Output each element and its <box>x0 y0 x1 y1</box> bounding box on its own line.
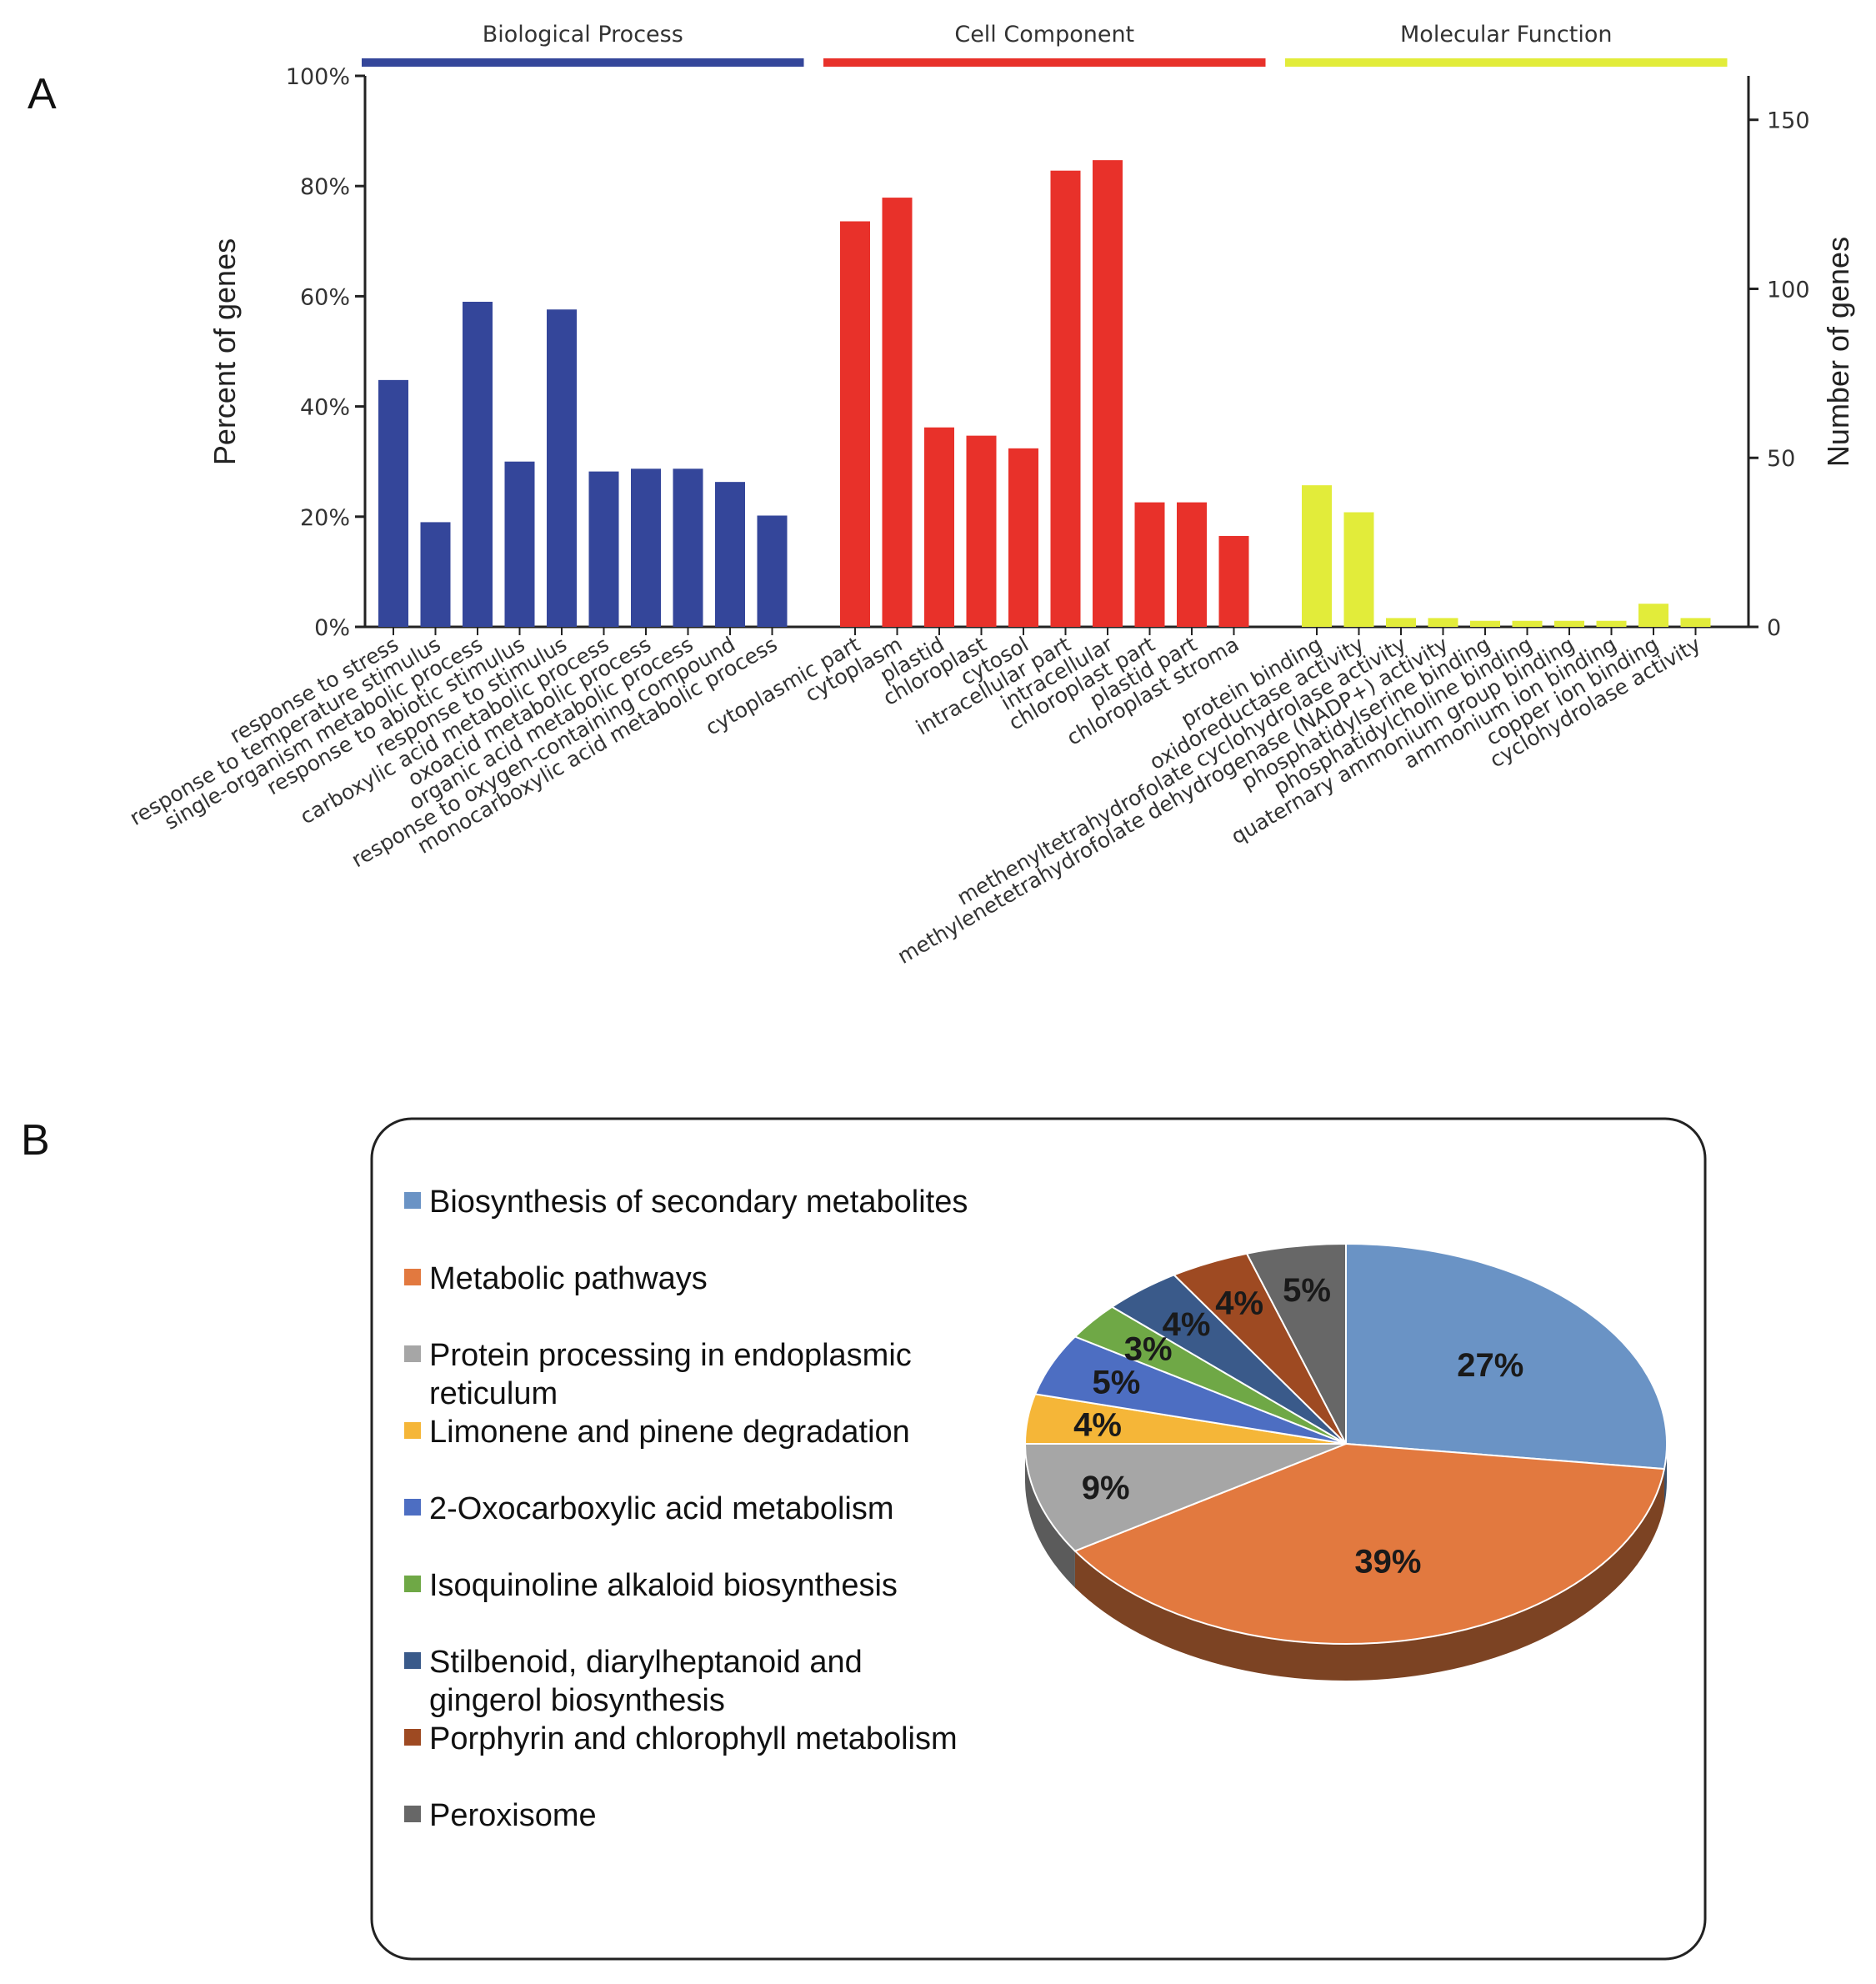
pie-data-label: 3% <box>1124 1330 1173 1367</box>
legend-line: Metabolic pathways <box>429 1261 708 1296</box>
legend-line: gingerol biosynthesis <box>429 1683 725 1718</box>
bar <box>631 468 661 627</box>
pie-slice <box>1073 1442 1666 1645</box>
bar <box>1302 485 1332 627</box>
bar <box>1554 620 1584 627</box>
y-tick-label: 60% <box>300 284 350 310</box>
y-tick-label: 40% <box>300 395 350 421</box>
bar <box>504 461 535 627</box>
legend-line: reticulum <box>429 1376 558 1411</box>
legend-line: Biosynthesis of secondary metabolites <box>429 1185 968 1220</box>
pie-data-label: 27% <box>1457 1347 1523 1384</box>
bar <box>1008 448 1038 627</box>
category-bar <box>1285 58 1728 67</box>
legend-entry: Biosynthesis of secondary metabolites <box>429 1185 968 1220</box>
bar <box>715 482 745 627</box>
pie-data-label: 9% <box>1082 1470 1130 1506</box>
category-bar <box>362 58 804 67</box>
category-title: Cell Component <box>954 22 1134 48</box>
legend-line: Limonene and pinene degradation <box>429 1415 910 1450</box>
legend-entry: Isoquinoline alkaloid biosynthesis <box>429 1568 898 1603</box>
pie-slice <box>1023 1443 1347 1552</box>
bar <box>1596 620 1627 627</box>
legend-swatch <box>404 1422 421 1439</box>
bar <box>378 379 408 627</box>
legend-line: Isoquinoline alkaloid biosynthesis <box>429 1568 898 1603</box>
legend-swatch <box>404 1499 421 1516</box>
pie-slice <box>1345 1242 1668 1470</box>
pie-data-label: 4% <box>1215 1285 1263 1322</box>
legend-entry: Limonene and pinene degradation <box>429 1415 910 1450</box>
go-bar-chart: Percent of genes Number of genes 0% 20% 40… <box>126 22 1855 969</box>
pie-slice-side <box>1025 1444 1075 1588</box>
bar <box>1638 604 1668 627</box>
y-axis-left-title: Percent of genes <box>208 238 242 465</box>
bar <box>840 221 870 627</box>
pie-data-label: 5% <box>1092 1365 1140 1401</box>
legend-line: 2-Oxocarboxylic acid metabolism <box>429 1491 894 1526</box>
y2-tick-label: 100 <box>1767 277 1810 303</box>
legend-swatch <box>404 1576 421 1592</box>
category-title: Biological Process <box>483 22 683 48</box>
y-tick-label: 100% <box>286 64 350 90</box>
legend-line: Peroxisome <box>429 1798 597 1833</box>
bar <box>1386 618 1416 627</box>
legend-entry: Protein processing in endoplasmic reticul… <box>429 1338 912 1411</box>
pie-data-label: 4% <box>1073 1407 1122 1444</box>
category-bar <box>823 58 1266 67</box>
bar <box>588 471 619 627</box>
bar <box>1470 620 1500 627</box>
legend-line: Porphyrin and chlorophyll metabolism <box>429 1721 958 1756</box>
y2-tick-label: 0 <box>1767 615 1781 641</box>
bar <box>882 198 913 627</box>
legend-line: Stilbenoid, diarylheptanoid and <box>429 1645 863 1680</box>
pie-slice-side <box>1074 1469 1664 1681</box>
bar <box>463 302 493 627</box>
legend-swatch <box>404 1269 421 1285</box>
category-title: Molecular Function <box>1400 22 1612 48</box>
bar <box>547 309 577 627</box>
legend-swatch <box>404 1345 421 1362</box>
kegg-pie-chart: Biosynthesis of secondary metabolites Met… <box>370 1117 1707 1961</box>
y-tick-label: 0% <box>314 615 350 641</box>
bar <box>757 515 788 627</box>
bar <box>1680 618 1711 627</box>
bar <box>966 435 997 627</box>
bar <box>673 468 703 627</box>
legend-entry: Peroxisome <box>429 1798 597 1833</box>
panel-a-label: A <box>28 70 57 118</box>
pie-data-label: 5% <box>1283 1272 1331 1309</box>
legend-swatch <box>404 1729 421 1746</box>
bar <box>1093 160 1123 627</box>
legend-entry: Porphyrin and chlorophyll metabolism <box>429 1721 958 1756</box>
pie-data-label: 39% <box>1354 1544 1421 1581</box>
bar <box>1218 535 1249 627</box>
legend-entry: Stilbenoid, diarylheptanoid and gingerol … <box>429 1645 863 1718</box>
pie-data-label: 4% <box>1163 1306 1211 1343</box>
bar <box>1177 502 1207 627</box>
bar <box>1343 512 1374 627</box>
y-tick-label: 20% <box>300 505 350 531</box>
legend-swatch <box>404 1806 421 1822</box>
bar <box>1512 620 1543 627</box>
legend-line: Protein processing in endoplasmic <box>429 1338 912 1373</box>
y2-tick-label: 50 <box>1767 446 1795 472</box>
legend-swatch <box>404 1192 421 1209</box>
pie-slice <box>1245 1242 1347 1445</box>
legend-entry: 2-Oxocarboxylic acid metabolism <box>429 1491 894 1526</box>
legend-entry: Metabolic pathways <box>429 1261 708 1296</box>
panel-b-label: B <box>21 1116 50 1165</box>
y-axis-right-title: Number of genes <box>1821 237 1855 467</box>
bar <box>1050 170 1081 627</box>
bar <box>420 522 451 627</box>
bar <box>924 427 954 627</box>
y2-tick-label: 150 <box>1767 108 1810 134</box>
y-tick-label: 80% <box>300 174 350 200</box>
legend-swatch <box>404 1652 421 1669</box>
bar <box>1428 618 1458 627</box>
bar <box>1134 502 1165 627</box>
